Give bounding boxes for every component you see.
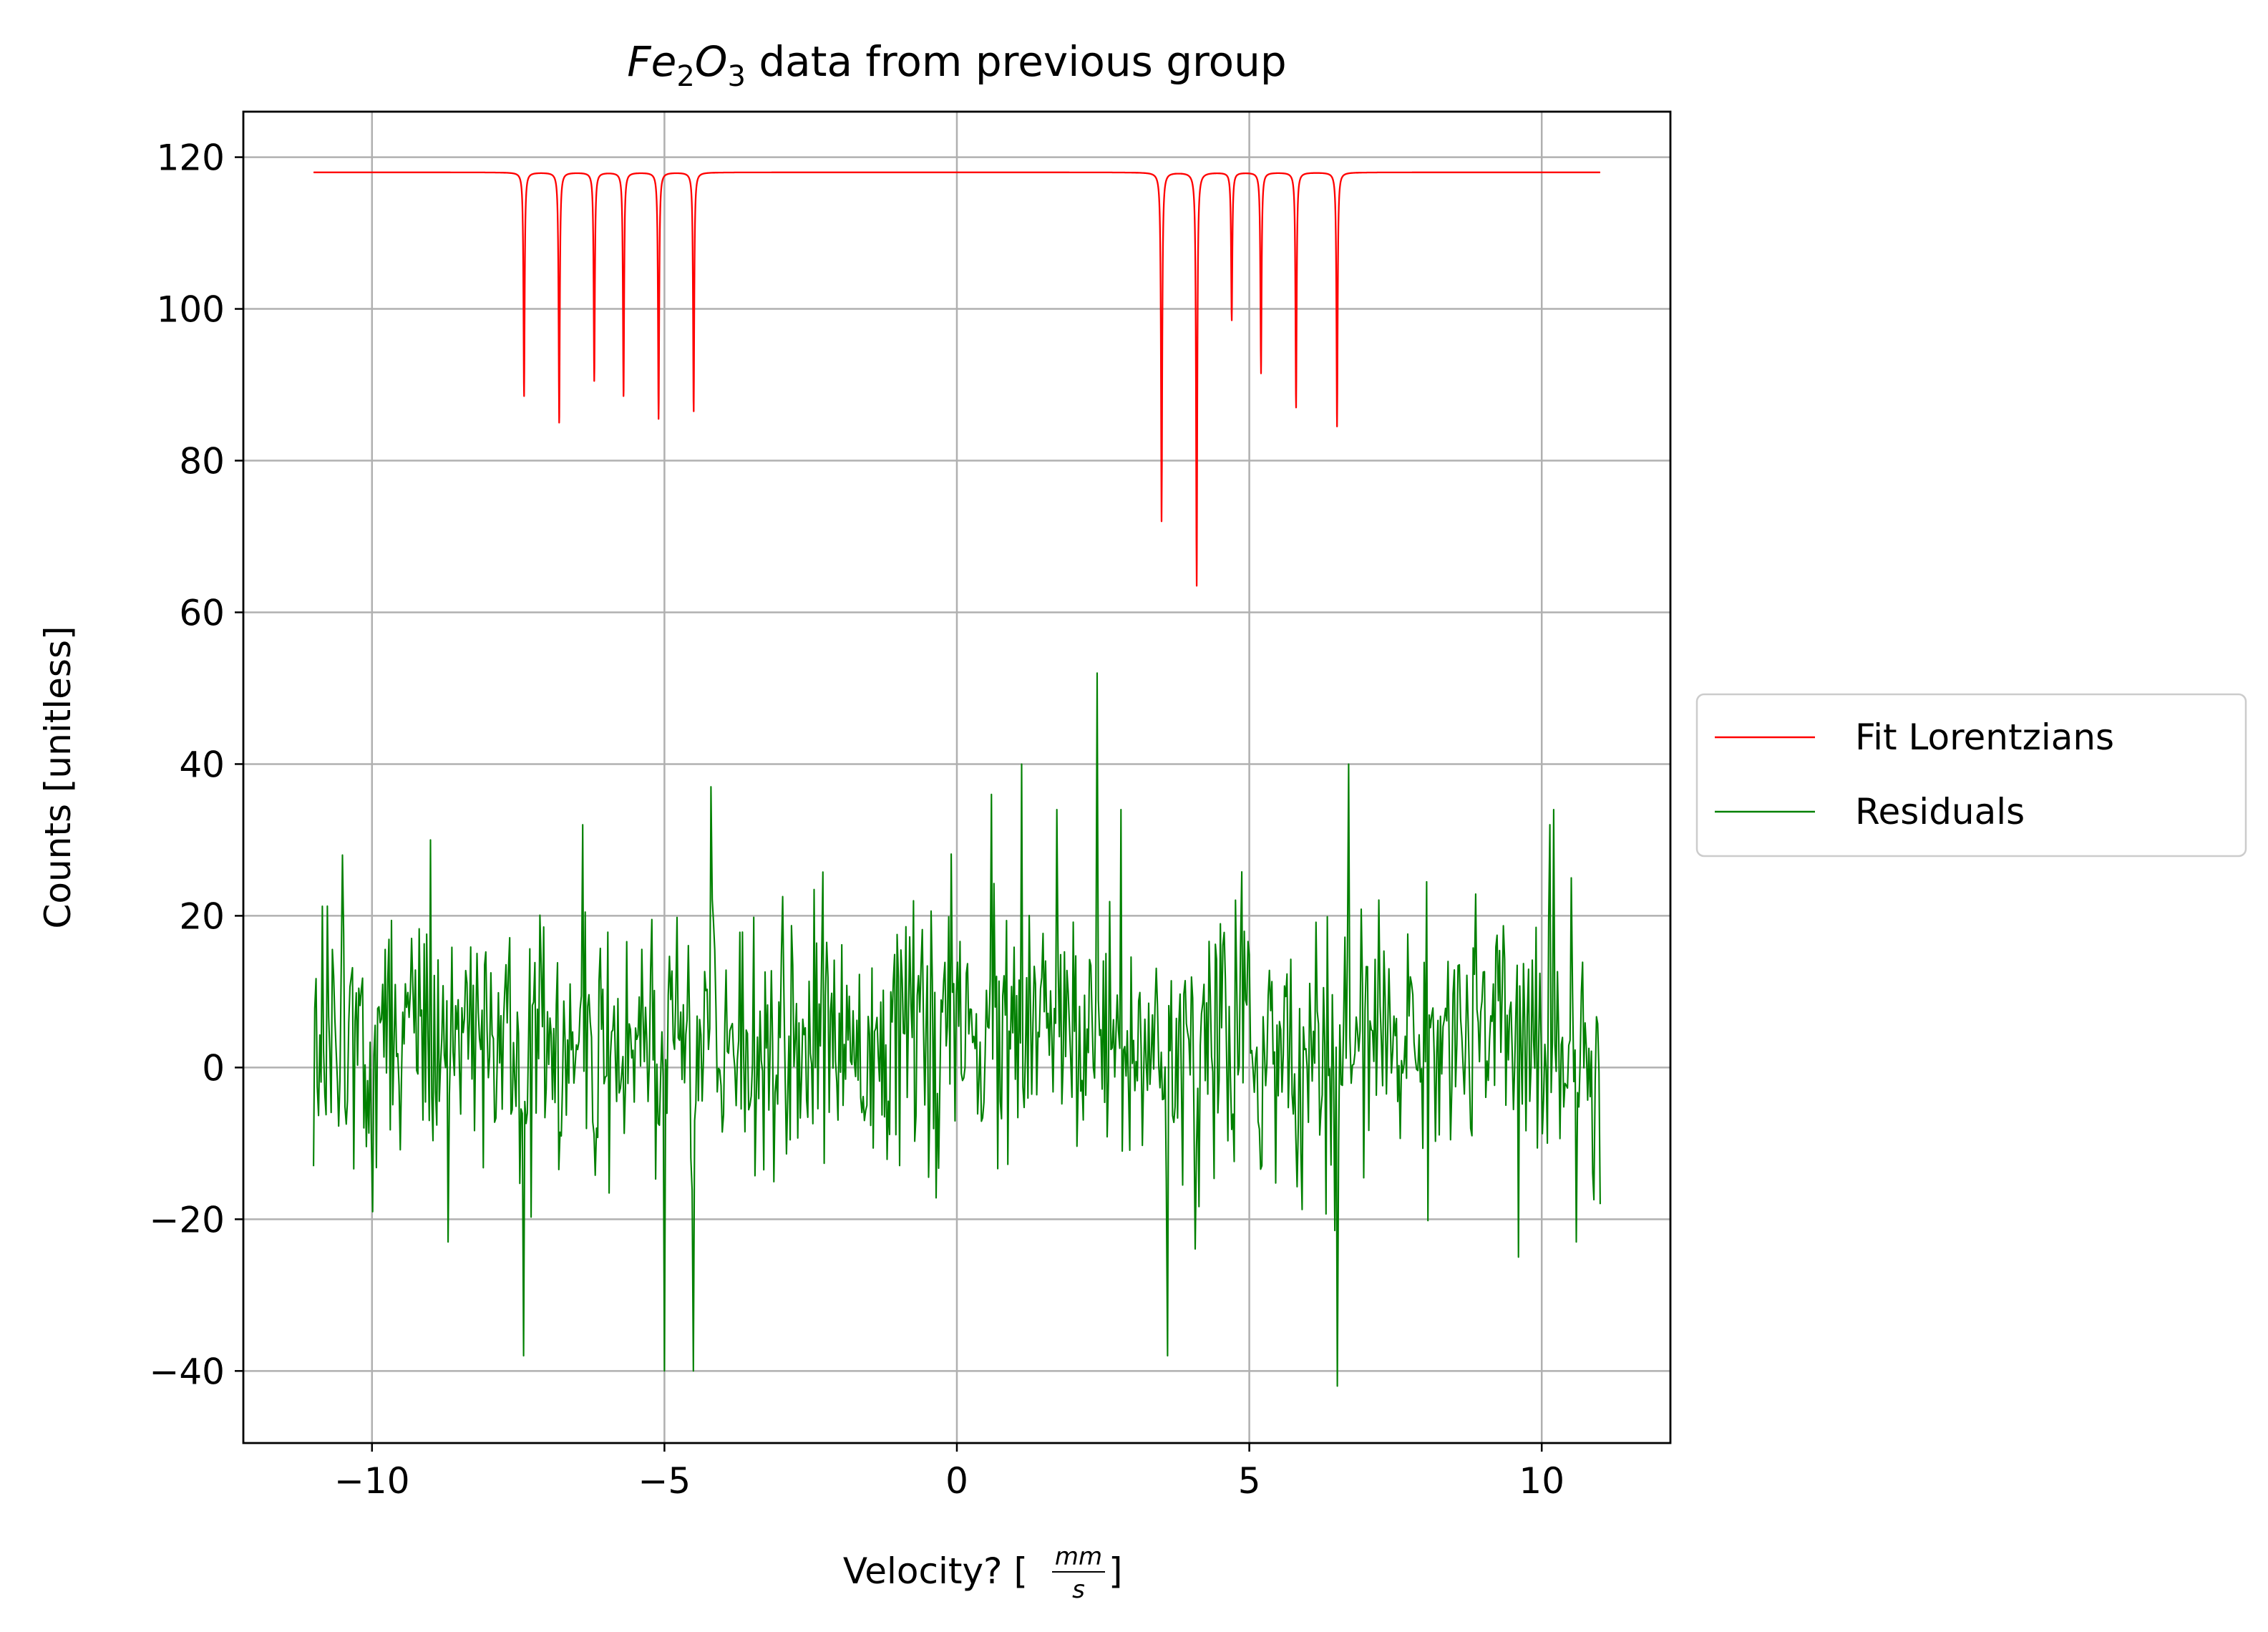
y-tick-label: 40 [179, 744, 225, 785]
y-tick-label: 0 [202, 1047, 225, 1089]
x-axis-label-unit-numerator: mm [1055, 1543, 1102, 1571]
legend-box [1695, 693, 2247, 858]
series-residuals-line [313, 672, 1601, 1387]
x-tick-label: −5 [638, 1460, 691, 1502]
grid [243, 112, 1670, 1443]
legend-label-fit-lorentzians: Fit Lorentzians [1855, 717, 2114, 758]
legend-label-residuals: Residuals [1855, 791, 2025, 832]
x-axis-label-unit-denominator: s [1072, 1575, 1085, 1604]
x-tick-label: 10 [1519, 1460, 1564, 1502]
x-axis-label-suffix: ] [1109, 1550, 1123, 1592]
x-tick-label: 0 [945, 1460, 968, 1502]
y-tick-label: −40 [149, 1351, 225, 1392]
y-tick-label: 120 [157, 137, 225, 179]
y-tick-label: 20 [179, 895, 225, 937]
y-tick-label: 80 [179, 441, 225, 482]
x-tick-label: −10 [334, 1460, 410, 1502]
y-tick-label: 100 [157, 289, 225, 331]
x-tick-label: 5 [1238, 1460, 1261, 1502]
series-group [313, 171, 1601, 1387]
chart-title: Fe2O3 data from previous group [627, 37, 1286, 93]
legend: Fit Lorentzians Residuals [1695, 693, 2247, 858]
x-axis-label-prefix: Velocity? [ [843, 1550, 1028, 1592]
series-fit-lorentzians-line [313, 171, 1601, 587]
y-axis-label: Counts [unitless] [37, 626, 79, 928]
y-tick-label: 60 [179, 592, 225, 633]
y-tick-label: −20 [149, 1199, 225, 1240]
axis-ticks: −10 −5 0 5 10 −40 −20 0 20 40 60 80 100 120 [149, 137, 1564, 1502]
x-axis-label: Velocity? [ mm s ] [843, 1543, 1123, 1604]
